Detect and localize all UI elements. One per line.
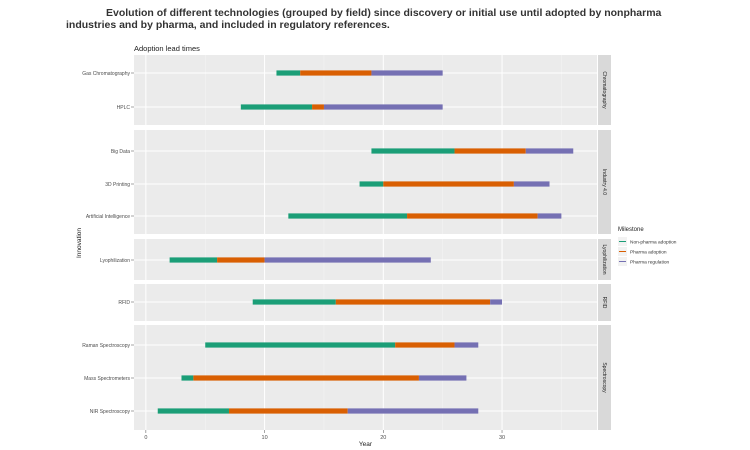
bar-segment xyxy=(537,213,562,219)
y-tick-label: NIR Spectroscopy xyxy=(90,409,131,415)
facet-strip xyxy=(598,284,611,321)
bar-segment xyxy=(228,408,348,414)
y-tick-label: Gas Chromatography xyxy=(82,71,130,77)
bar-segment xyxy=(157,408,229,414)
bar-segment xyxy=(418,375,467,381)
bar-segment xyxy=(513,181,550,187)
bar-segment xyxy=(490,299,503,305)
facet-strip xyxy=(598,130,611,234)
y-tick-label: Lyophilization xyxy=(100,258,130,264)
x-tick-label: 30 xyxy=(499,435,505,441)
bar-segment xyxy=(383,181,514,187)
bar-segment xyxy=(276,70,301,76)
bar-segment xyxy=(454,342,479,348)
bar-segment xyxy=(288,213,408,219)
bar-segment xyxy=(252,299,336,305)
bar-segment xyxy=(264,257,431,263)
y-tick-label: HPLC xyxy=(117,105,131,111)
bar-segment xyxy=(193,375,419,381)
y-tick-label: Big Data xyxy=(111,149,130,155)
figure-title: Evolution of different technologies (gro… xyxy=(66,7,662,31)
bar-segment xyxy=(181,375,194,381)
facet-label: Spectroscopy xyxy=(601,362,607,393)
facet-label: RFID xyxy=(601,297,607,309)
bar-segment xyxy=(323,104,443,110)
facet-label: Chromatography xyxy=(601,71,607,109)
bar-segment xyxy=(371,70,443,76)
bar-segment xyxy=(371,148,455,154)
bar-segment xyxy=(525,148,574,154)
x-tick-label: 20 xyxy=(380,435,386,441)
y-tick-label: 3D Printing xyxy=(105,182,130,188)
panel-background xyxy=(134,55,597,125)
legend-label: Non-pharma adoption xyxy=(630,240,677,246)
bar-segment xyxy=(407,213,538,219)
facet-strip xyxy=(598,55,611,125)
y-tick-label: Raman Spectroscopy xyxy=(82,343,130,349)
bar-segment xyxy=(312,104,324,110)
facet-label: Industry 4.0 xyxy=(601,169,607,195)
x-tick-label: 10 xyxy=(262,435,268,441)
bar-segment xyxy=(217,257,265,263)
y-tick-label: Artificial Intelligence xyxy=(86,214,130,220)
x-tick-label: 0 xyxy=(144,435,147,441)
bar-segment xyxy=(359,181,384,187)
facet-strip xyxy=(598,325,611,430)
bar-segment xyxy=(205,342,396,348)
y-tick-label: RFID xyxy=(118,300,130,306)
x-axis-label: Year xyxy=(359,441,373,448)
y-axis-label: Innovation xyxy=(76,228,83,258)
bar-segment xyxy=(335,299,491,305)
chart-title: Adoption lead times xyxy=(134,44,200,53)
bar-segment xyxy=(169,257,218,263)
bar-segment xyxy=(395,342,455,348)
bar-segment xyxy=(347,408,479,414)
facet-strip xyxy=(598,239,611,280)
bar-segment xyxy=(454,148,526,154)
legend-title: Milestone xyxy=(618,227,644,233)
legend-label: Pharma adoption xyxy=(630,250,667,256)
legend-label: Pharma regulation xyxy=(630,260,670,266)
bar-segment xyxy=(300,70,372,76)
y-tick-label: Mass Spectrometers xyxy=(84,376,130,382)
bar-segment xyxy=(240,104,313,110)
facet-label: Lyophilization xyxy=(601,244,607,274)
